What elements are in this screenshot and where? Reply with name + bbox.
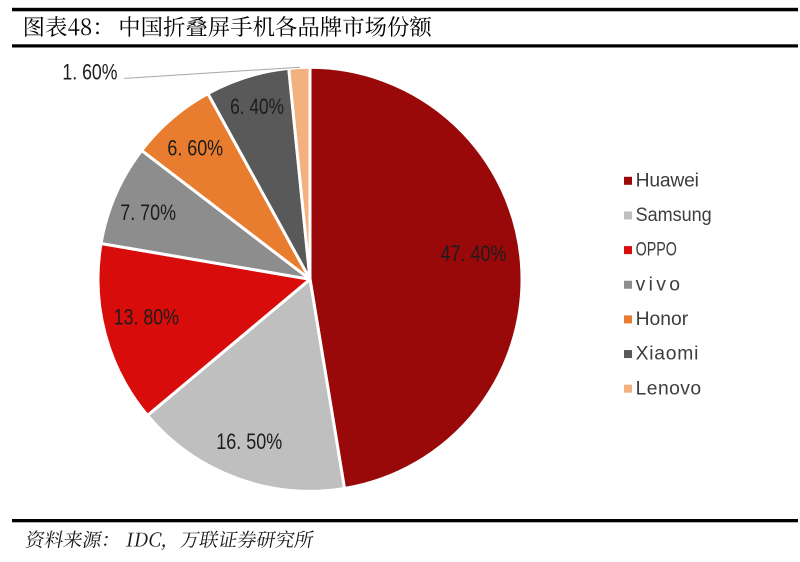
svg-text:1. 60%: 1. 60% — [62, 59, 117, 84]
svg-text:7. 70%: 7. 70% — [120, 200, 176, 225]
svg-text:Huawei: Huawei — [636, 170, 699, 191]
svg-text:16. 50%: 16. 50% — [216, 429, 282, 454]
svg-text:Xiaomi: Xiaomi — [636, 344, 699, 365]
svg-text:vivo: vivo — [636, 274, 680, 295]
svg-text:Honor: Honor — [636, 309, 689, 330]
svg-text:6. 60%: 6. 60% — [167, 135, 223, 160]
svg-text:47. 40%: 47. 40% — [441, 241, 507, 266]
svg-text:Samsung: Samsung — [636, 205, 712, 226]
svg-text:13. 80%: 13. 80% — [114, 305, 179, 330]
svg-text:OPPO: OPPO — [636, 240, 677, 261]
svg-text:6. 40%: 6. 40% — [230, 94, 284, 119]
svg-text:Lenovo: Lenovo — [636, 378, 702, 399]
